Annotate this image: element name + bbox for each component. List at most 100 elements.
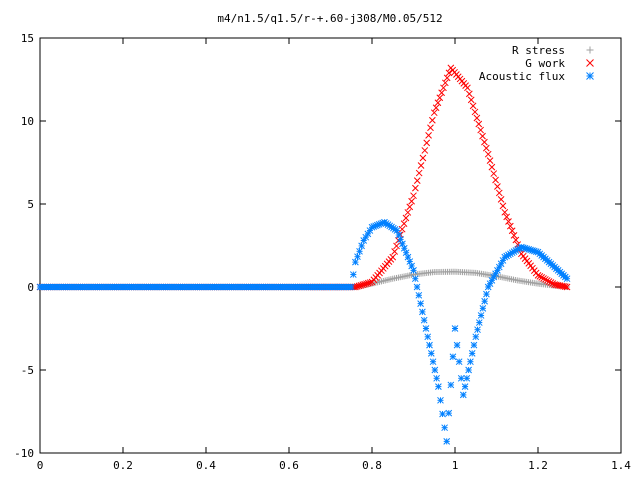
data-point — [465, 366, 472, 374]
legend-label: G work — [525, 57, 565, 70]
data-point — [410, 192, 417, 200]
data-point — [417, 162, 425, 169]
data-point — [435, 383, 442, 390]
data-point — [494, 183, 501, 190]
data-point — [464, 84, 471, 92]
data-point — [427, 124, 434, 132]
data-point — [443, 438, 451, 445]
data-point — [477, 312, 485, 319]
data-point — [430, 109, 438, 117]
data-point — [547, 279, 555, 286]
data-point — [433, 374, 440, 382]
data-point — [467, 96, 475, 104]
data-point — [400, 220, 408, 227]
data-point — [413, 283, 421, 291]
data-point — [364, 279, 372, 287]
data-point — [412, 184, 419, 192]
x-tick-label: 0.2 — [113, 459, 133, 472]
data-point — [391, 248, 398, 255]
y-tick-label: 15 — [21, 32, 34, 45]
y-tick-label: 10 — [21, 115, 34, 128]
data-point — [419, 308, 426, 316]
legend-marker — [586, 46, 594, 54]
data-point — [426, 341, 433, 349]
data-point — [429, 116, 436, 124]
data-point — [481, 297, 488, 305]
data-point — [461, 383, 469, 390]
data-point — [534, 272, 542, 279]
data-point — [420, 316, 428, 324]
data-point — [366, 279, 374, 286]
data-point — [445, 69, 453, 77]
data-point — [479, 304, 487, 312]
y-tick-label: -5 — [21, 364, 34, 377]
data-point — [413, 177, 421, 184]
data-point — [463, 374, 471, 382]
legend-label: R stress — [512, 44, 565, 57]
data-point — [421, 147, 429, 154]
data-point — [436, 94, 444, 102]
data-point — [440, 84, 447, 92]
data-point — [410, 267, 417, 274]
data-point — [465, 90, 473, 98]
data-point — [347, 283, 355, 291]
data-point — [439, 410, 446, 418]
data-point — [549, 280, 557, 287]
data-point — [484, 150, 492, 158]
data-point — [406, 203, 414, 211]
data-point — [449, 353, 457, 361]
data-point — [417, 300, 424, 307]
data-point — [503, 213, 510, 221]
data-point — [536, 273, 544, 280]
data-point — [459, 391, 467, 399]
data-point — [510, 232, 518, 239]
chart-title: m4/n1.5/q1.5/r-+.60-j308/M0.05/512 — [217, 12, 442, 25]
x-tick-label: 1.4 — [611, 459, 631, 472]
data-point — [490, 170, 498, 177]
data-point — [419, 154, 427, 162]
data-point — [474, 326, 481, 334]
series-g-work — [36, 64, 571, 291]
data-point — [349, 271, 357, 278]
data-point — [563, 275, 571, 283]
x-tick-label: 0.8 — [362, 459, 382, 472]
data-point — [471, 108, 479, 116]
data-point — [411, 275, 419, 283]
data-point — [451, 325, 459, 332]
data-point — [422, 325, 430, 332]
y-tick-label: -10 — [14, 447, 34, 460]
data-point — [354, 253, 361, 261]
data-point — [445, 409, 453, 417]
data-point — [431, 366, 439, 374]
x-tick-label: 1 — [452, 459, 459, 472]
data-point — [563, 283, 571, 291]
data-point — [415, 169, 423, 177]
data-point — [472, 333, 480, 341]
data-point — [470, 341, 478, 349]
data-point — [429, 358, 437, 366]
data-point — [482, 144, 490, 152]
data-point — [443, 74, 451, 82]
data-point — [455, 358, 463, 366]
data-point — [561, 283, 569, 290]
data-point — [398, 225, 406, 233]
data-point — [453, 341, 461, 349]
data-point — [423, 139, 431, 147]
data-point — [355, 282, 363, 290]
data-point — [425, 131, 432, 139]
data-point — [438, 89, 445, 97]
data-point — [467, 358, 474, 366]
legend-marker — [586, 72, 594, 80]
data-point — [479, 132, 486, 140]
x-tick-label: 0.4 — [196, 459, 216, 472]
data-point — [475, 319, 483, 326]
data-point — [540, 275, 547, 282]
data-point — [447, 381, 455, 389]
y-tick-label: 5 — [27, 198, 34, 211]
data-point — [486, 157, 494, 165]
y-tick-label: 0 — [27, 281, 34, 294]
legend-label: Acoustic flux — [479, 70, 565, 83]
data-point — [424, 333, 432, 341]
x-tick-label: 0.6 — [279, 459, 299, 472]
